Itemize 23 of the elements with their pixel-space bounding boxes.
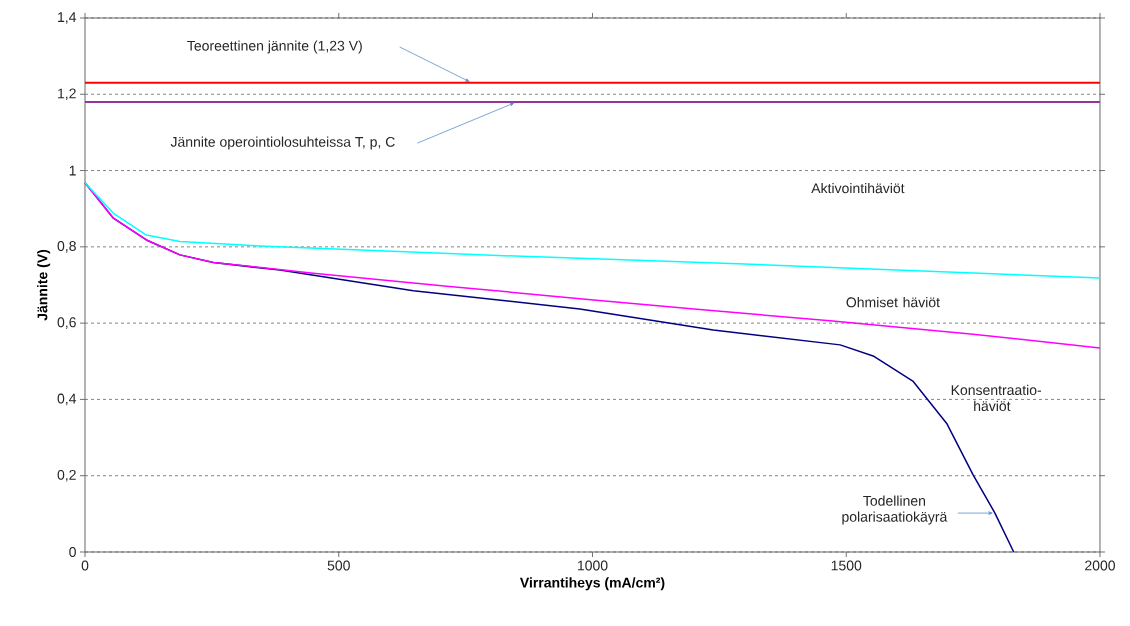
x-axis-title: Virrantiheys (mA/cm²) [519, 577, 665, 591]
text: Todellinen polarisaatiokäyrä [842, 495, 948, 525]
y-tick-label: 0,2 [57, 469, 76, 482]
y-tick-label: 0 [69, 547, 76, 557]
y-tick-label: 1 [69, 165, 76, 176]
ref-line-label: Teoreettinen jännite (1,23 V) [187, 40, 362, 54]
y-tick-label: 1,4 [58, 12, 77, 24]
x-tick-label: 1000 [577, 560, 608, 571]
annotation: Konsentraatio-häviöt [951, 384, 1042, 412]
y-tick-label: 0,4 [57, 393, 77, 406]
line-series [84, 182, 1101, 349]
ref-line-label: Jännite operointiolosuhteissa T, p, C [170, 136, 395, 150]
x-tick-label: 2000 [1085, 560, 1116, 571]
annotation: Aktivointihäviöt [811, 182, 905, 194]
y-tick-label: 1,2 [58, 88, 76, 101]
y-tick-label: 0,8 [57, 241, 76, 253]
x-tick-label: 0 [81, 560, 89, 571]
y-tick-label: 0,6 [57, 317, 76, 329]
line-series [84, 182, 1101, 279]
x-tick-label: 500 [327, 560, 350, 571]
x-tick-label: 1500 [831, 560, 862, 571]
annotation: Ohmiset häviöt [846, 297, 940, 308]
y-axis-title: Jännite (V) [37, 249, 51, 321]
